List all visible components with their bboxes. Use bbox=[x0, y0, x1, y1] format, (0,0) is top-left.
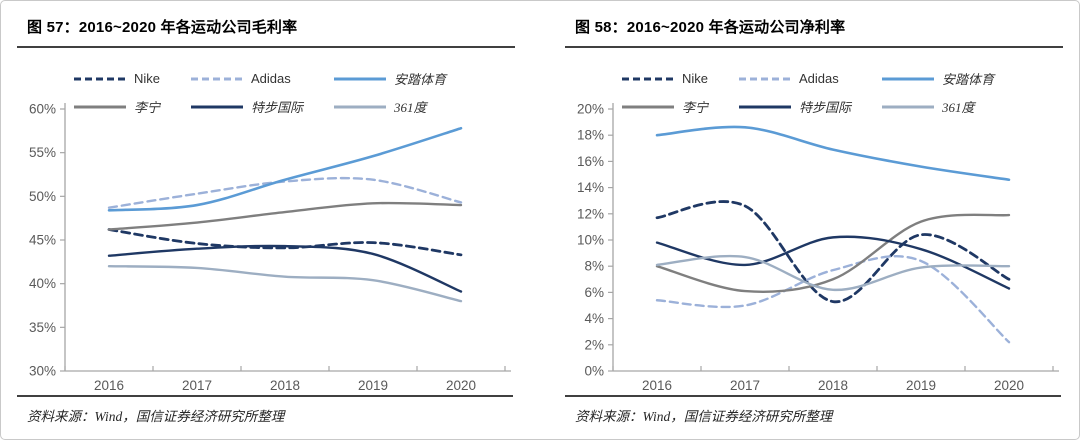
y-axis-label: 10% bbox=[577, 233, 604, 248]
source-note: 资料来源：Wind，国信证券经济研究所整理 bbox=[17, 395, 513, 431]
legend-item-nike: Nike bbox=[621, 69, 708, 88]
y-axis-label: 40% bbox=[29, 276, 56, 291]
x-axis-label: 2018 bbox=[818, 378, 848, 393]
legend-item-nike: Nike bbox=[73, 69, 160, 88]
y-axis-label: 0% bbox=[584, 364, 604, 379]
y-axis-label: 55% bbox=[29, 145, 56, 160]
figure-panel-net-margin: 图 58：2016~2020 年各运动公司净利率 Nike Adidas 安踏体育李… bbox=[565, 9, 1063, 433]
legend-label-nike: Nike bbox=[682, 71, 709, 86]
y-axis-label: 18% bbox=[577, 128, 604, 143]
legend-line-swatch-li-ning bbox=[622, 105, 674, 108]
legend-label-nike: Nike bbox=[134, 71, 161, 86]
line-chart-gross-margin: 60% 55% 50% 45% 40% 35% 30% 2016 2017 2018 2019 202… bbox=[29, 102, 511, 393]
line-chart-net-margin: 20% 18% 16% 14% 12% 10% 8% 6% 4% 2% 0% 2016 2017 2018… bbox=[577, 102, 1059, 393]
series-line-anta bbox=[107, 126, 463, 212]
legend-label-anta: 安踏体育 bbox=[942, 72, 995, 87]
series-line-xtep bbox=[107, 244, 463, 293]
x-axis-label: 2019 bbox=[906, 378, 936, 393]
legend-line-swatch-nike bbox=[74, 77, 126, 80]
legend-label-adidas: Adidas bbox=[251, 71, 291, 86]
legend: Nike Adidas 安踏体育李宁 特步国际 361度 bbox=[621, 69, 994, 116]
legend-item-adidas: Adidas bbox=[738, 69, 851, 88]
legend-line-swatch-361 bbox=[882, 105, 935, 108]
series-line-361 bbox=[655, 254, 1011, 291]
figure-title: 图 57：2016~2020 年各运动公司毛利率 bbox=[17, 9, 515, 48]
x-axis-label: 2017 bbox=[182, 378, 212, 393]
legend-line-swatch-361 bbox=[334, 105, 387, 108]
legend-label-anta: 安踏体育 bbox=[394, 72, 447, 87]
y-axis-label: 16% bbox=[577, 154, 604, 169]
series-line-li-ning bbox=[107, 201, 463, 231]
legend-item-361: 361度 bbox=[881, 97, 994, 116]
series-line-xtep bbox=[655, 235, 1011, 290]
x-axis-label: 2020 bbox=[446, 378, 476, 393]
legend: Nike Adidas 安踏体育李宁 特步国际 361度 bbox=[73, 69, 446, 116]
x-axis-label: 2016 bbox=[94, 378, 124, 393]
legend-item-anta: 安踏体育 bbox=[333, 69, 446, 88]
figure-title: 图 58：2016~2020 年各运动公司净利率 bbox=[565, 9, 1063, 48]
legend-line-swatch-xtep bbox=[191, 105, 244, 108]
x-axis-label: 2019 bbox=[358, 378, 388, 393]
series-line-nike bbox=[655, 200, 1011, 303]
source-note: 资料来源：Wind，国信证券经济研究所整理 bbox=[565, 395, 1061, 431]
legend-label-li-ning: 李宁 bbox=[682, 100, 709, 115]
legend-item-li-ning: 李宁 bbox=[621, 97, 708, 116]
series-line-361 bbox=[107, 265, 463, 303]
legend-item-xtep: 特步国际 bbox=[190, 97, 303, 116]
y-axis-label: 60% bbox=[29, 102, 56, 117]
y-axis-label: 30% bbox=[29, 364, 56, 379]
legend-item-anta: 安踏体育 bbox=[881, 69, 994, 88]
legend-label-xtep: 特步国际 bbox=[251, 100, 304, 115]
y-axis-label: 50% bbox=[29, 189, 56, 204]
y-axis-label: 8% bbox=[584, 259, 604, 274]
series-line-nike bbox=[107, 228, 463, 257]
y-axis-label: 45% bbox=[29, 233, 56, 248]
legend-line-swatch-adidas bbox=[191, 77, 244, 80]
y-axis-label: 6% bbox=[584, 285, 604, 300]
y-axis-label: 20% bbox=[577, 102, 604, 117]
x-axis-label: 2016 bbox=[642, 378, 672, 393]
series-line-adidas bbox=[107, 176, 463, 209]
y-axis-label: 2% bbox=[584, 337, 604, 352]
x-axis-label: 2020 bbox=[994, 378, 1024, 393]
series-line-li-ning bbox=[655, 213, 1011, 294]
x-axis-label: 2018 bbox=[270, 378, 300, 393]
legend-label-361: 361度 bbox=[394, 100, 427, 115]
series-line-adidas bbox=[655, 255, 1011, 344]
legend-line-swatch-nike bbox=[622, 77, 674, 80]
legend-item-361: 361度 bbox=[333, 97, 446, 116]
series-line-anta bbox=[655, 125, 1011, 182]
y-axis-label: 35% bbox=[29, 320, 56, 335]
legend-line-swatch-li-ning bbox=[74, 105, 126, 108]
y-axis-label: 14% bbox=[577, 180, 604, 195]
x-axis-label: 2017 bbox=[730, 378, 760, 393]
legend-item-li-ning: 李宁 bbox=[73, 97, 160, 116]
legend-line-swatch-anta bbox=[882, 77, 935, 80]
legend-label-xtep: 特步国际 bbox=[799, 100, 852, 115]
legend-line-swatch-anta bbox=[334, 77, 387, 80]
figure-panel-gross-margin: 图 57：2016~2020 年各运动公司毛利率 Nike Adidas 安踏体育李… bbox=[17, 9, 515, 433]
legend-line-swatch-adidas bbox=[739, 77, 792, 80]
legend-item-adidas: Adidas bbox=[190, 69, 303, 88]
y-axis-label: 12% bbox=[577, 206, 604, 221]
legend-label-361: 361度 bbox=[942, 100, 975, 115]
legend-line-swatch-xtep bbox=[739, 105, 792, 108]
legend-item-xtep: 特步国际 bbox=[738, 97, 851, 116]
legend-label-li-ning: 李宁 bbox=[134, 100, 161, 115]
legend-label-adidas: Adidas bbox=[799, 71, 839, 86]
y-axis-label: 4% bbox=[584, 311, 604, 326]
